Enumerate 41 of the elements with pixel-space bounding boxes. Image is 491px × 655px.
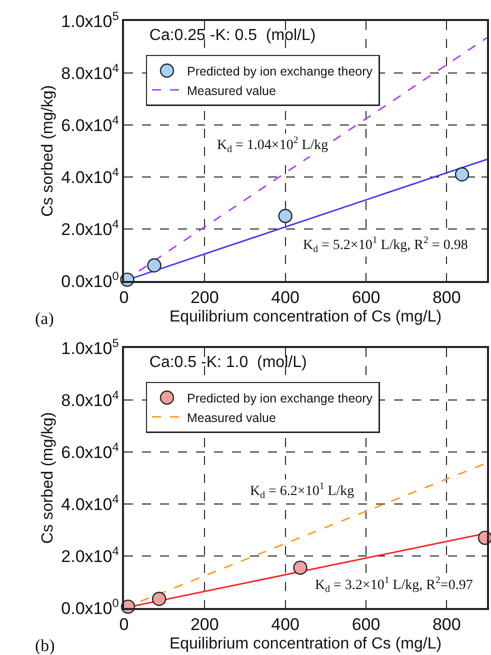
chart-title: Ca:0.25 -K: 0.5 (mol/L) (149, 27, 316, 44)
y-tick-label: 2.0x10$^{4}$ (61, 544, 120, 566)
y-axis-title: Cs sorbed (mg/kg) (40, 85, 57, 217)
x-tick-label: 600 (352, 288, 380, 308)
y-tick-label: 0.0x10$^{0}$ (61, 596, 120, 618)
annotation: K$_{d}$ = 6.2×10$^{1}$ L/kg (250, 481, 354, 501)
y-tick-label: 4.0x10$^{4}$ (61, 492, 120, 514)
legend-label: Predicted by ion exchange theory (186, 392, 374, 406)
annotation: K$_{d}$ = 1.04×10$^{2}$ L/kg (217, 135, 328, 155)
point (293, 560, 308, 575)
legend-label: Measured value (186, 84, 276, 98)
x-tick-label: 800 (432, 288, 461, 308)
point (278, 208, 292, 224)
y-tick-label: 0.0x10$^{0}$ (61, 268, 120, 291)
y-tick-label: 6.0x10$^{4}$ (61, 440, 120, 462)
annotation: K$_{d}$ = 5.2×10$^{1}$ L/kg, R$^{2}$ = 0.98 (303, 235, 468, 255)
y-tick-label: 8.0x10$^{4}$ (61, 388, 120, 410)
x-tick-label: 200 (190, 288, 219, 308)
x-tick-label: 400 (271, 288, 300, 308)
point (152, 592, 166, 606)
point (454, 167, 470, 182)
x-tick-label: 200 (190, 615, 219, 634)
x-tick-label: 400 (271, 615, 300, 634)
legend-label: Measured value (186, 410, 276, 425)
y-tick-label: 2.0x10$^{4}$ (61, 216, 120, 239)
y-tick-label: 1.0x10$^{5}$ (61, 336, 120, 358)
x-tick-label: 0 (119, 288, 129, 308)
x-tick-label: 0 (119, 615, 129, 634)
y-tick-label: 1.0x10$^{5}$ (61, 8, 120, 31)
x-tick-label: 800 (432, 615, 461, 634)
y-axis-title: Cs sorbed (mg/kg) (40, 412, 57, 544)
x-tick-label: 600 (352, 615, 380, 634)
chart-title: Ca:0.5 -K: 1.0 (mol/L) (149, 354, 307, 371)
legend-label: Predicted by ion exchange theory (186, 64, 374, 78)
x-axis-title: Equilibrium concentration of Cs (mg/L) (169, 635, 442, 652)
y-tick-label: 4.0x10$^{4}$ (61, 164, 120, 187)
x-axis-title: Equilibrium concentration of Cs (mg/L) (169, 308, 442, 326)
y-tick-label: 8.0x10$^{4}$ (61, 60, 120, 83)
annotation: K$_{d}$ = 3.2×10$^{1}$ L/kg, R$^{2}$=0.97 (315, 575, 473, 595)
y-tick-label: 6.0x10$^{4}$ (61, 112, 120, 135)
point (147, 258, 162, 272)
